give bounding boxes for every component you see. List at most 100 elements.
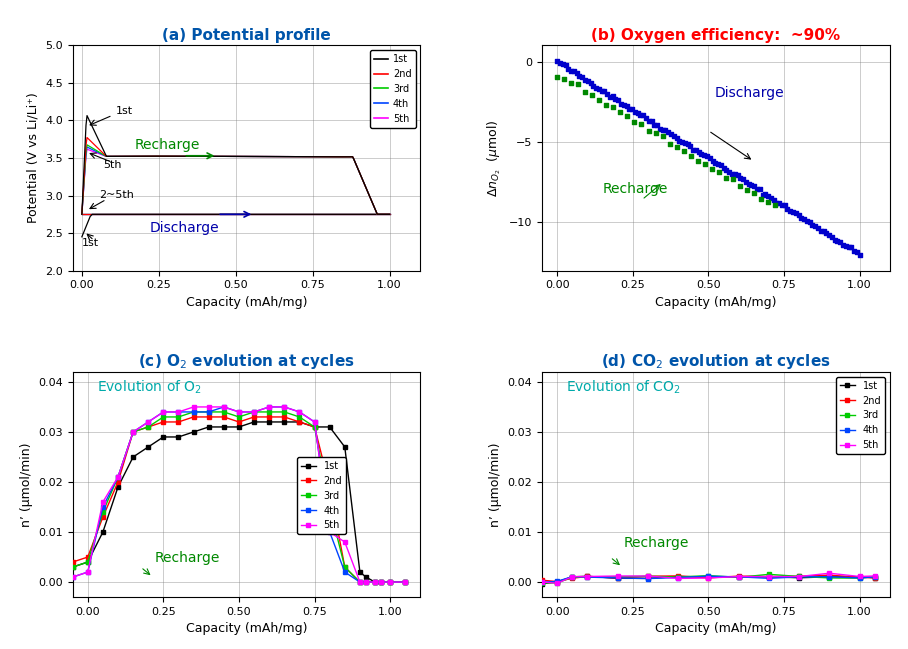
Point [805,220,820,230]
Point [561,64,576,74]
Point [727,169,742,179]
Point [719,164,734,175]
Point [827,235,842,245]
Point [767,200,782,210]
Y-axis label: $\Delta n_{O_2}$  ($\mu$mol): $\Delta n_{O_2}$ ($\mu$mol) [486,119,503,197]
Point [850,247,864,258]
Point [722,167,736,178]
Point [754,194,768,204]
Point [690,156,705,166]
Point [712,167,726,177]
Title: (c) O$_2$ evolution at cycles: (c) O$_2$ evolution at cycles [138,352,355,371]
Point [620,111,635,121]
Point [711,159,725,169]
Point [816,226,831,236]
Point [636,110,650,120]
Point [761,191,775,201]
Title: (b) Oxygen efficiency:  ~90%: (b) Oxygen efficiency: ~90% [591,28,841,43]
Point [630,108,645,118]
Legend: 1st, 2nd, 3rd, 4th, 5th: 1st, 2nd, 3rd, 4th, 5th [297,457,346,534]
Point [788,208,803,218]
Point [741,179,755,190]
Point [680,138,695,149]
Point [764,193,778,203]
Point [683,141,697,151]
Point [648,128,663,138]
Point [661,127,676,137]
Point [656,130,670,141]
Point [700,151,715,162]
Point [844,242,859,252]
X-axis label: Capacity (mAh/mg): Capacity (mAh/mg) [656,622,776,635]
Point [666,131,681,141]
Point [603,92,617,102]
Point [766,194,781,204]
Point [785,207,800,217]
Point [833,238,847,248]
Point [571,79,586,90]
Point [675,137,689,147]
Point [803,217,817,227]
Point [735,174,750,184]
Point [641,116,656,126]
Point [797,214,812,224]
Point [822,230,836,240]
Legend: 1st, 2nd, 3rd, 4th, 5th: 1st, 2nd, 3rd, 4th, 5th [370,50,416,127]
Point [725,174,740,184]
Point [650,120,665,130]
Point [780,204,794,214]
Point [800,215,814,226]
Point [753,184,767,195]
Point [553,58,568,69]
Point [613,106,627,117]
Point [569,68,584,79]
Point [691,147,706,157]
Point [599,101,614,111]
Point [750,184,765,194]
Point [853,249,867,260]
Text: Recharge: Recharge [154,551,220,565]
Point [740,184,755,195]
Point [614,99,628,109]
Legend: 1st, 2nd, 3rd, 4th, 5th: 1st, 2nd, 3rd, 4th, 5th [836,377,885,454]
Point [638,113,653,123]
Y-axis label: Potential (V vs Li/Li⁺): Potential (V vs Li/Li⁺) [26,93,40,223]
Text: Recharge: Recharge [603,182,668,197]
Point [738,177,753,187]
Point [633,110,647,121]
Point [697,158,712,169]
Point [716,163,731,173]
Y-axis label: n’ (μmol/min): n’ (μmol/min) [20,442,33,527]
Point [592,84,607,94]
Point [586,81,600,92]
Point [808,221,823,232]
Point [769,198,784,208]
Point [791,210,805,221]
Point [783,206,797,216]
Point [653,124,667,134]
Point [758,188,773,199]
Point [627,117,642,127]
Text: Discharge: Discharge [715,86,785,100]
Point [656,125,670,135]
Point [588,83,603,93]
Point [703,153,717,163]
Point [730,170,745,180]
Point [830,236,844,246]
Point [585,90,599,101]
Point [725,169,739,179]
Point [761,197,775,207]
Point [814,226,828,236]
Title: (d) CO$_2$ evolution at cycles: (d) CO$_2$ evolution at cycles [601,352,831,371]
Point [578,86,593,97]
Point [669,133,684,143]
Point [607,102,621,112]
Point [600,89,615,99]
Point [606,90,620,101]
Point [564,66,578,76]
Point [688,145,703,155]
Title: (a) Potential profile: (a) Potential profile [163,28,331,43]
Y-axis label: n’ (μmol/min): n’ (μmol/min) [489,442,502,527]
X-axis label: Capacity (mAh/mg): Capacity (mAh/mg) [186,622,307,635]
Point [684,151,698,161]
